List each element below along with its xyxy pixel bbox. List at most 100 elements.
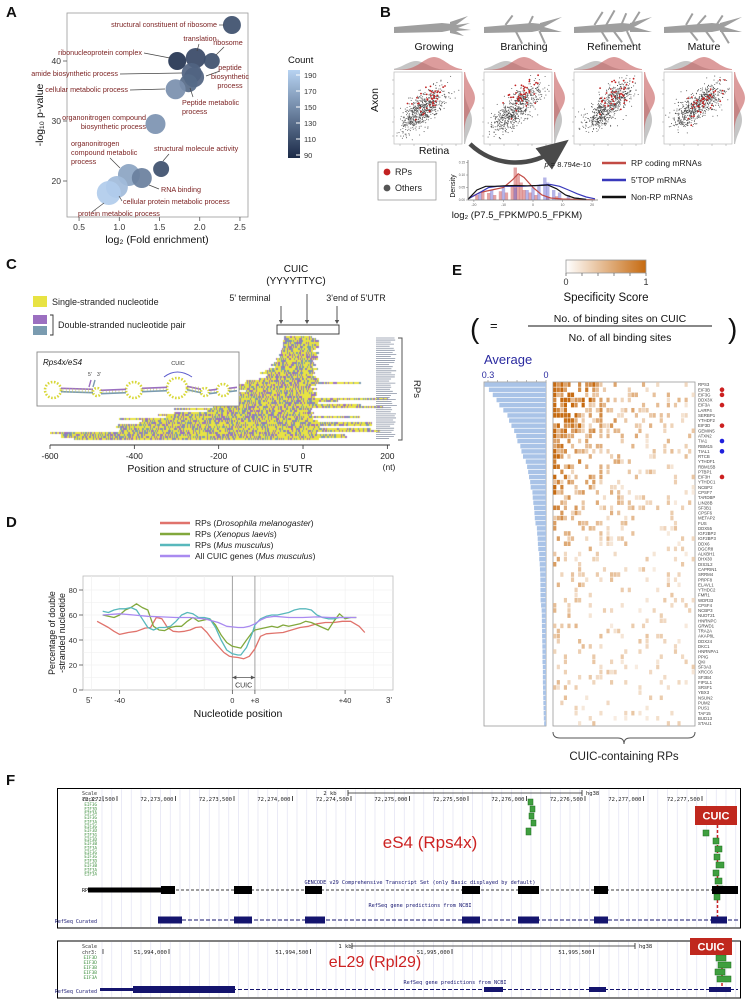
- svg-text:compound metabolic: compound metabolic: [71, 148, 138, 157]
- svg-text:-200: -200: [210, 451, 227, 461]
- svg-text:eS4 (Rps4x): eS4 (Rps4x): [383, 833, 477, 852]
- svg-text:0.05: 0.05: [459, 186, 465, 190]
- svg-text:72,273,500: 72,273,500: [199, 797, 232, 803]
- svg-text:Position and structure of CUIC: Position and structure of CUIC in 5'UTR: [127, 463, 313, 475]
- svg-text:EIF3A: EIF3A: [84, 872, 97, 877]
- go-term-bubble: [145, 114, 166, 134]
- svg-text:process: process: [182, 107, 208, 116]
- svg-text:FIP1L1: FIP1L1: [698, 680, 713, 685]
- svg-text:CUIC: CUIC: [171, 361, 184, 367]
- svg-text:SF3A3: SF3A3: [698, 665, 712, 670]
- svg-text:5': 5': [86, 696, 92, 705]
- series-line: [102, 606, 351, 656]
- svg-text:EIF3A: EIF3A: [84, 867, 97, 872]
- double-strand-swatch-b: [33, 326, 47, 335]
- svg-text:log₂ (Fold enrichment): log₂ (Fold enrichment): [105, 234, 208, 246]
- svg-text:-20: -20: [471, 203, 476, 207]
- svg-text:QKI: QKI: [698, 659, 705, 664]
- svg-text:chrX:: chrX:: [82, 797, 97, 803]
- svg-text:BUD13: BUD13: [698, 716, 713, 721]
- svg-text:organonitrogen compound: organonitrogen compound: [62, 113, 146, 122]
- svg-text:-log₁₀ p-value: -log₁₀ p-value: [34, 83, 46, 146]
- svg-text:Branching: Branching: [500, 41, 547, 53]
- svg-text:0.5: 0.5: [73, 222, 85, 232]
- svg-text:ribonucleoprotein complex: ribonucleoprotein complex: [58, 48, 142, 57]
- svg-text:DDX24: DDX24: [698, 639, 713, 644]
- svg-text:CUIC: CUIC: [284, 264, 308, 275]
- svg-text:NSUN2: NSUN2: [698, 695, 713, 700]
- svg-text:110: 110: [304, 135, 316, 144]
- svg-text:structural constituent of ribo: structural constituent of ribosome: [111, 20, 217, 29]
- svg-text:YTHDC2: YTHDC2: [698, 588, 716, 593]
- svg-text:protein metabolic process: protein metabolic process: [78, 209, 160, 218]
- svg-text:5'TOP mRNAs: 5'TOP mRNAs: [631, 175, 686, 185]
- svg-text:51,995,500: 51,995,500: [558, 950, 591, 956]
- svg-text:RPs (Drosophila melanogaster): RPs (Drosophila melanogaster): [195, 518, 314, 528]
- svg-text:NUDT21: NUDT21: [698, 613, 715, 618]
- svg-text:biosynthetic: biosynthetic: [211, 72, 249, 81]
- count-colorbar: [288, 70, 300, 158]
- svg-text:LARP4: LARP4: [698, 408, 712, 413]
- svg-text:72,277,500: 72,277,500: [667, 797, 700, 803]
- axon-stage-icon: [484, 14, 562, 45]
- svg-text:EIF3G: EIF3G: [84, 824, 97, 829]
- svg-text:TARDBP: TARDBP: [698, 495, 715, 500]
- axon-stage-icon: [574, 9, 652, 47]
- svg-text:+8: +8: [251, 696, 260, 705]
- svg-text:EIF3D: EIF3D: [84, 828, 97, 833]
- svg-text:RPs (Mus musculus): RPs (Mus musculus): [195, 540, 274, 550]
- svg-text:HNRNPA1: HNRNPA1: [698, 649, 719, 654]
- svg-text:EIF3B: EIF3B: [84, 841, 97, 846]
- svg-text:2.0: 2.0: [194, 222, 206, 232]
- svg-text:STAU1: STAU1: [698, 721, 712, 726]
- svg-text:72,276,500: 72,276,500: [550, 797, 583, 803]
- go-term-bubble: [165, 79, 186, 100]
- svg-text:TIAL1: TIAL1: [698, 449, 710, 454]
- svg-text:2 kb: 2 kb: [323, 791, 336, 797]
- svg-text:PTBP1: PTBP1: [698, 469, 712, 474]
- series-line: [102, 613, 357, 629]
- svg-text:72,277,000: 72,277,000: [608, 797, 641, 803]
- scatter-plot: [572, 57, 655, 146]
- svg-text:Axon: Axon: [369, 88, 381, 112]
- double-strand-swatch-a: [33, 315, 47, 324]
- svg-text:XRCC6: XRCC6: [698, 670, 713, 675]
- svg-text:0.3: 0.3: [482, 370, 495, 380]
- track-border: [57, 788, 741, 929]
- svg-text:RPS3: RPS3: [698, 382, 710, 387]
- specificity-colorbar: [565, 259, 647, 274]
- single-strand-swatch: [33, 296, 47, 307]
- svg-text:72,273,000: 72,273,000: [140, 797, 173, 803]
- svg-text:log₂ (P7.5_FPKM/P0.5_FPKM): log₂ (P7.5_FPKM/P0.5_FPKM): [452, 210, 582, 221]
- svg-text:RTCB: RTCB: [698, 454, 710, 459]
- svg-text:EIF3D: EIF3D: [83, 955, 97, 961]
- panel-d-label: D: [6, 514, 17, 531]
- svg-text:PUM2: PUM2: [698, 700, 711, 705]
- svg-text:51,994,500: 51,994,500: [275, 950, 308, 956]
- scatter-plot: [662, 57, 745, 146]
- svg-text:1 kb: 1 kb: [338, 944, 351, 950]
- svg-text:20: 20: [590, 203, 594, 207]
- svg-text:SF3B1: SF3B1: [698, 505, 712, 510]
- go-term-bubble: [153, 161, 170, 177]
- svg-text:SRSF1: SRSF1: [698, 685, 713, 690]
- svg-text:DGCR8: DGCR8: [698, 546, 714, 551]
- svg-text:): ): [728, 313, 737, 344]
- svg-text:72,274,500: 72,274,500: [316, 797, 349, 803]
- svg-text:peptide: peptide: [218, 63, 242, 72]
- svg-text:EIF3G: EIF3G: [84, 815, 97, 820]
- svg-text:CUIC: CUIC: [235, 682, 252, 689]
- svg-text:2.5: 2.5: [234, 222, 246, 232]
- svg-text:PRPF8: PRPF8: [698, 577, 713, 582]
- svg-text:p = 8.794e-10: p = 8.794e-10: [544, 160, 592, 169]
- svg-text:20: 20: [52, 176, 62, 186]
- svg-text:ALKBH1: ALKBH1: [698, 552, 715, 557]
- svg-text:TAF15: TAF15: [698, 711, 711, 716]
- svg-text:EIF3B: EIF3B: [83, 965, 97, 971]
- svg-text:(: (: [470, 313, 480, 344]
- svg-text:EIF3D: EIF3D: [84, 837, 97, 842]
- svg-text:process: process: [71, 157, 97, 166]
- svg-text:40: 40: [69, 636, 77, 645]
- svg-text:biosynthetic process: biosynthetic process: [81, 122, 147, 131]
- svg-text:YTHDF2: YTHDF2: [698, 418, 715, 423]
